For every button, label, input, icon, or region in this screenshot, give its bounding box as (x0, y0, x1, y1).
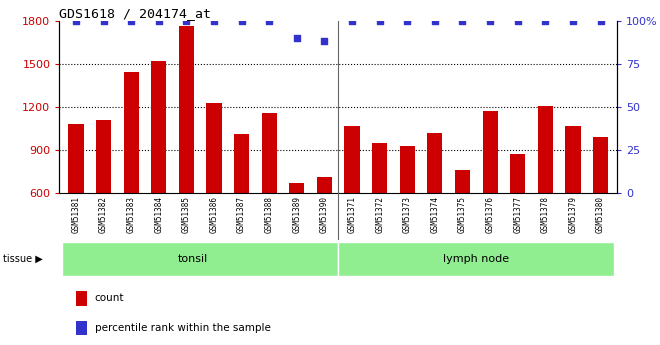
Bar (76, 321, 87, 335)
Text: GSM51372: GSM51372 (375, 196, 384, 233)
Point (540, 18, 550, 23)
Point (485, 18, 496, 23)
Bar (289, 183, 304, 193)
Text: GSM51381: GSM51381 (71, 196, 81, 233)
Bar (455, 170, 470, 193)
Text: tissue ▶: tissue ▶ (3, 254, 43, 264)
Bar (207, 103, 222, 193)
Text: GSM51389: GSM51389 (292, 196, 302, 233)
Text: GSM51383: GSM51383 (127, 196, 136, 233)
Text: GSM51382: GSM51382 (99, 196, 108, 233)
Point (595, 18, 606, 23)
Bar (482, 110, 498, 193)
Text: GSM51376: GSM51376 (486, 196, 494, 233)
Point (568, 18, 578, 23)
Text: lymph node: lymph node (444, 254, 510, 264)
Point (98, 18, 109, 23)
Point (512, 18, 523, 23)
Point (71, 18, 81, 23)
Point (209, 18, 219, 23)
Bar (76, 291, 87, 306)
Bar (179, 27, 194, 193)
Bar (538, 106, 553, 193)
Point (181, 18, 191, 23)
Bar (62, 241, 338, 276)
Bar (151, 61, 166, 193)
Bar (566, 126, 581, 193)
Text: GSM51380: GSM51380 (596, 196, 605, 233)
Bar (593, 137, 608, 193)
Point (402, 18, 412, 23)
Text: GSM51387: GSM51387 (237, 196, 246, 233)
Text: GSM51386: GSM51386 (209, 196, 218, 233)
Text: GSM51371: GSM51371 (348, 196, 356, 233)
Bar (96, 120, 111, 193)
Text: GSM51378: GSM51378 (541, 196, 550, 233)
Text: GSM51375: GSM51375 (458, 196, 467, 233)
Point (457, 18, 468, 23)
Text: GSM51390: GSM51390 (320, 196, 329, 233)
Point (374, 18, 385, 23)
Bar (69, 124, 84, 193)
Bar (338, 241, 614, 276)
Text: GDS1618 / 204174_at: GDS1618 / 204174_at (59, 7, 211, 20)
Text: GSM51377: GSM51377 (513, 196, 522, 233)
Point (126, 18, 137, 23)
Text: GSM51373: GSM51373 (403, 196, 412, 233)
Text: tonsil: tonsil (178, 254, 209, 264)
Text: GSM51388: GSM51388 (265, 196, 274, 233)
Bar (234, 134, 249, 193)
Bar (400, 146, 415, 193)
Point (430, 18, 440, 23)
Point (236, 18, 247, 23)
Point (264, 18, 275, 23)
Bar (345, 126, 360, 193)
Text: GSM51379: GSM51379 (568, 196, 578, 233)
Bar (372, 143, 387, 193)
Point (319, 39, 330, 44)
Point (346, 18, 357, 23)
Point (292, 35, 302, 41)
Bar (510, 155, 525, 193)
Bar (261, 114, 277, 193)
Bar (427, 133, 442, 193)
Text: GSM51385: GSM51385 (182, 196, 191, 233)
Text: GSM51384: GSM51384 (154, 196, 163, 233)
Bar (123, 72, 139, 193)
Bar (317, 177, 332, 193)
Point (154, 18, 164, 23)
Text: percentile rank within the sample: percentile rank within the sample (94, 323, 271, 333)
Text: GSM51374: GSM51374 (430, 196, 440, 233)
Text: count: count (94, 294, 124, 304)
